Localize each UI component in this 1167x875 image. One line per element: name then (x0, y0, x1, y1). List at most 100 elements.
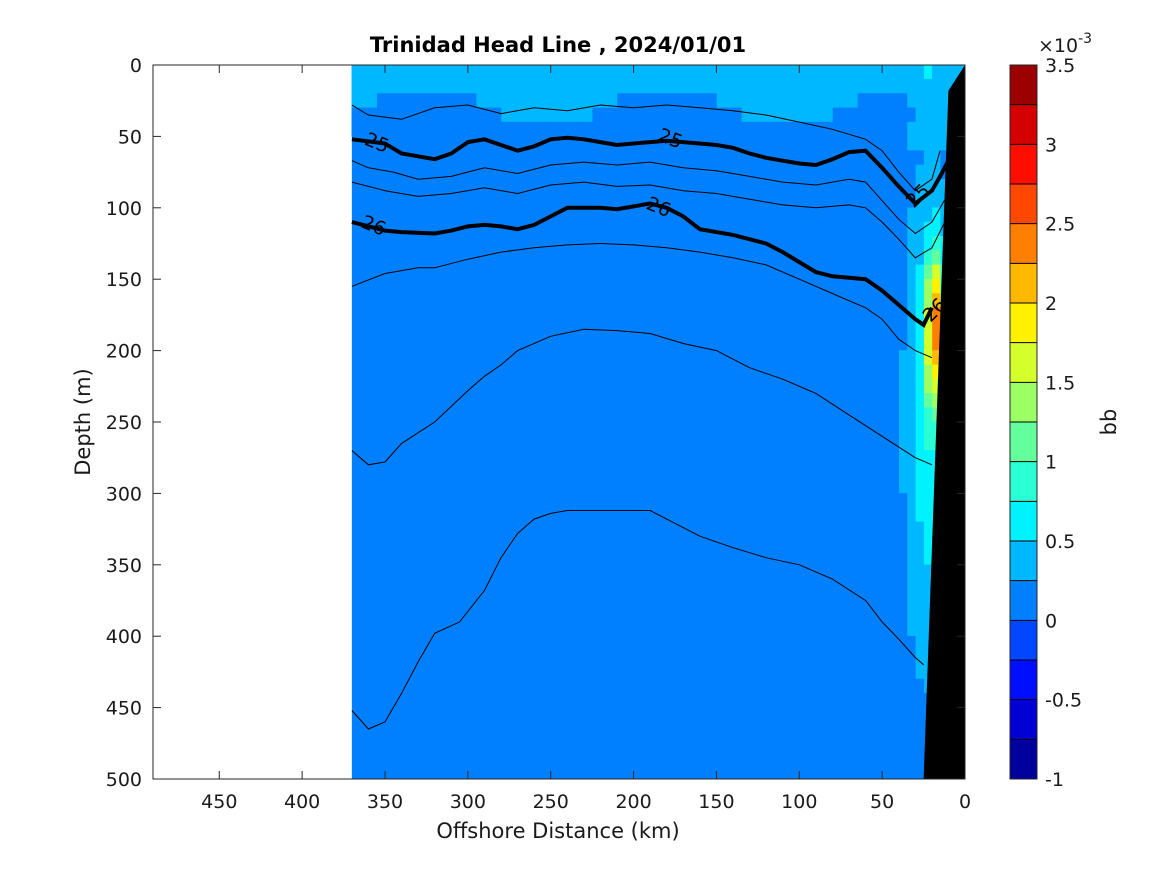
field-cell (914, 364, 924, 380)
field-cell (674, 107, 684, 123)
field-cell (939, 150, 949, 166)
field-cell (898, 307, 908, 323)
field-cell (914, 264, 924, 280)
colorbar-segment (1010, 303, 1037, 344)
field-cell (782, 78, 792, 94)
field-cell (906, 378, 916, 394)
colorbar-tick-label: 0 (1045, 610, 1057, 632)
field-cell (359, 65, 369, 80)
field-cell (890, 435, 900, 451)
field-cell (384, 136, 394, 151)
field-cell (740, 107, 750, 123)
field-cell (923, 278, 933, 294)
field-cell (608, 78, 618, 94)
field-cell (914, 635, 924, 651)
field-cell (417, 78, 427, 94)
field-cell (923, 150, 933, 166)
contour-line-minor-7 (351, 104, 941, 192)
field-cell (699, 93, 709, 109)
field-cell (898, 507, 908, 523)
field-cell (749, 107, 759, 123)
field-cell (707, 107, 717, 123)
field-cell (774, 107, 784, 123)
field-cell (906, 236, 916, 251)
field-cell (426, 136, 436, 151)
field-cell (749, 78, 759, 94)
field-cell (931, 307, 941, 323)
field-cell (865, 121, 875, 137)
field-cell (649, 107, 659, 123)
field-cell (856, 136, 866, 151)
field-cell (914, 721, 924, 737)
field-cell (583, 107, 593, 123)
field-cell (923, 65, 933, 80)
field-cell (906, 278, 916, 294)
field-cell (923, 293, 933, 309)
field-cell (666, 65, 676, 80)
x-axis-label: Offshore Distance (km) (436, 819, 679, 843)
field-cell (906, 321, 916, 337)
field-cell (906, 421, 916, 437)
field-cell (774, 65, 784, 80)
field-cell (856, 121, 866, 137)
field-cell (475, 65, 485, 80)
field-cell (765, 121, 775, 137)
field-cell (591, 93, 601, 109)
field-cell (624, 107, 634, 123)
field-cell (384, 93, 394, 109)
field-cell (890, 521, 900, 537)
colorbar-tick-label: 1 (1045, 452, 1057, 474)
field-cell (898, 664, 908, 680)
field-cell (583, 93, 593, 109)
y-tick-label: 100 (106, 198, 142, 220)
field-cell (790, 107, 800, 123)
field-cell (906, 264, 916, 280)
field-cell (550, 107, 560, 123)
colorbar-segment (1010, 461, 1037, 502)
field-cell (749, 93, 759, 109)
field-background (351, 65, 965, 779)
colorbar-segment (1010, 223, 1037, 264)
field-cell (608, 121, 618, 137)
field-cell (641, 93, 651, 109)
field-cell (873, 121, 883, 137)
field-cell (898, 121, 908, 137)
field-cell (591, 65, 601, 80)
field-cell (923, 378, 933, 394)
field-cell (832, 93, 842, 109)
contour-line-minor-3 (351, 181, 949, 259)
field-cell (716, 93, 726, 109)
field-cell (898, 621, 908, 637)
x-tick-label: 450 (201, 791, 237, 813)
field-cell (442, 107, 452, 123)
field-cell (906, 578, 916, 594)
x-tick-label: 400 (284, 791, 320, 813)
field-cell (500, 78, 510, 94)
field-cell (906, 593, 916, 608)
field-cell (914, 78, 924, 94)
field-cell (508, 65, 518, 80)
field-cell (417, 65, 427, 80)
field-cell (931, 65, 941, 80)
field-cell (566, 78, 576, 94)
field-cell (840, 121, 850, 137)
colorbar-ticks: 3.5 3 2.5 2 1.5 1 0.5 0 -0.5 -1 (1045, 55, 1082, 791)
field-cell (434, 107, 444, 123)
field-cell (392, 78, 402, 94)
field-cell (931, 136, 941, 151)
field-cell (848, 107, 858, 123)
field-cell (890, 493, 900, 508)
field-cell (666, 93, 676, 109)
field-cell (600, 65, 610, 80)
field-cell (707, 121, 717, 137)
field-cell (906, 336, 916, 351)
colorbar-exponent: ×10-3 (1038, 31, 1092, 57)
field-cell (823, 78, 833, 94)
field-cell (633, 93, 643, 109)
field-cell (724, 78, 734, 94)
field-cell (914, 693, 924, 708)
y-axis-label: Depth (m) (71, 368, 95, 475)
field-cell (351, 78, 361, 94)
field-cell (898, 407, 908, 423)
